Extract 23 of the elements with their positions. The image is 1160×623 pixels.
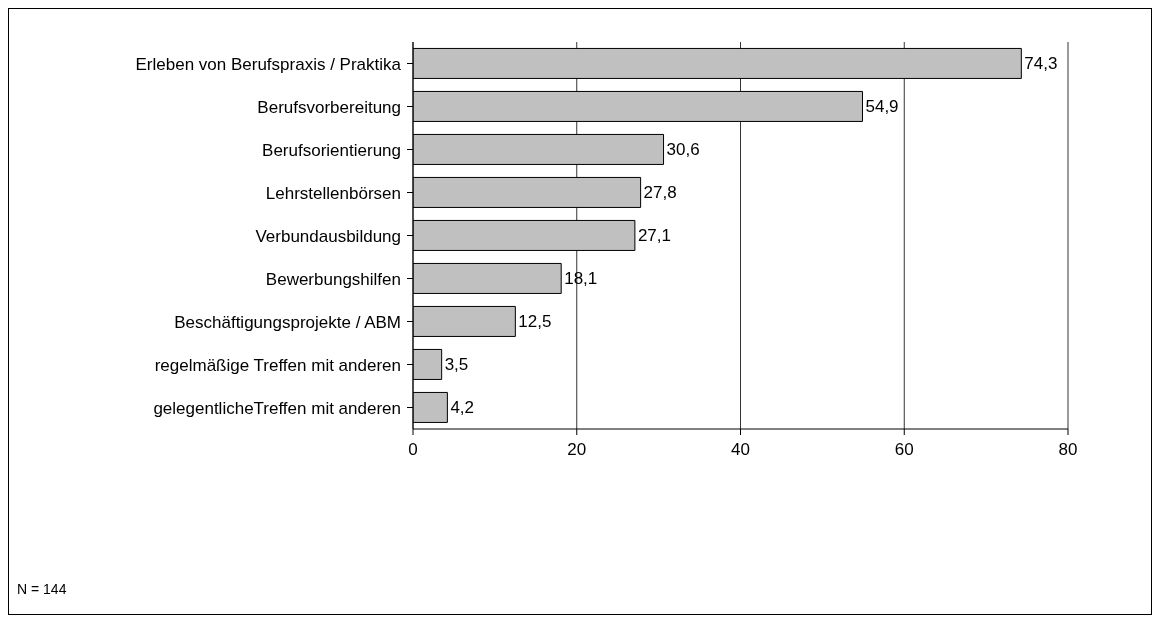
data-label: 27,1: [637, 226, 671, 246]
data-label: 74,3: [1024, 54, 1058, 74]
data-label: 4,2: [450, 398, 475, 418]
data-label: 30,6: [666, 140, 700, 160]
data-label: 12,5: [518, 312, 552, 332]
x-tick-label: 20: [567, 440, 587, 460]
y-tick-label: Lehrstellenbörsen: [265, 183, 401, 203]
x-tick-label: 40: [731, 440, 750, 460]
y-tick-label: Berufsorientierung: [262, 140, 401, 160]
y-tick-label: Verbundausbildung: [255, 226, 401, 246]
y-tick-label: Beschäftigungsprojekte / ABM: [174, 312, 401, 332]
data-label: 54,9: [865, 97, 899, 117]
y-tick-label: gelegentlicheTreffen mit anderen: [153, 398, 401, 418]
data-label: 27,8: [643, 183, 677, 203]
x-tick-label: 0: [408, 440, 418, 460]
x-tick-label: 60: [894, 440, 914, 460]
data-label: 3,5: [444, 355, 469, 375]
text: N = 144: [17, 581, 67, 597]
y-tick-label: regelmäßige Treffen mit anderen: [154, 355, 401, 375]
x-tick-label: 80: [1058, 440, 1078, 460]
y-tick-label: Berufsvorbereitung: [257, 97, 401, 117]
y-tick-label: Bewerbungshilfen: [265, 269, 401, 289]
y-tick-label: Erleben von Berufspraxis / Praktika: [135, 54, 402, 74]
